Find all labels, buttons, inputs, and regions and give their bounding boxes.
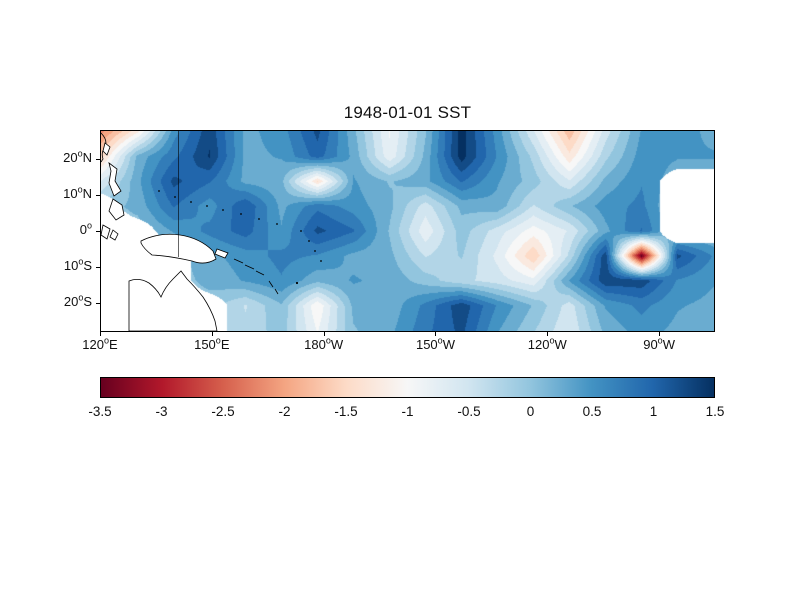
colorbar bbox=[100, 377, 715, 398]
y-tick-mark bbox=[96, 231, 100, 232]
x-tick-mark bbox=[435, 332, 437, 336]
x-tick-label: 150oW bbox=[415, 335, 455, 352]
x-tick-mark bbox=[547, 332, 549, 336]
solomon-islands bbox=[233, 258, 265, 276]
y-tick-mark bbox=[96, 158, 100, 160]
plot-title: 1948-01-01 SST bbox=[343, 103, 472, 122]
x-tick-mark bbox=[100, 332, 101, 336]
colorbar-tick-label: -2.5 bbox=[211, 404, 235, 419]
colorbar-tick-label: 0.5 bbox=[582, 404, 602, 419]
halmahera-island bbox=[101, 224, 111, 240]
colorbar-tick-label: 1.5 bbox=[705, 404, 725, 419]
colorbar-tick-label: -3.5 bbox=[88, 404, 112, 419]
y-tick-label: 0o bbox=[79, 220, 92, 237]
y-tick-mark bbox=[96, 267, 100, 269]
micronesia-atoll-dots bbox=[158, 190, 322, 285]
luzon-island bbox=[108, 162, 122, 197]
colorbar-tick-label: -2 bbox=[278, 404, 291, 419]
map-plot-area bbox=[100, 130, 715, 332]
colorbar-tick-label: 1 bbox=[649, 404, 658, 419]
vanuatu-islands bbox=[268, 280, 279, 295]
coastlines-overlay bbox=[101, 131, 322, 331]
x-tick-label: 120oW bbox=[527, 335, 567, 352]
taiwan-island bbox=[102, 142, 111, 156]
colorbar-tick-label: -1.5 bbox=[334, 404, 358, 419]
y-tick-label: 10oS bbox=[63, 256, 92, 274]
new-britain-island bbox=[214, 248, 229, 259]
x-tick-mark bbox=[659, 332, 661, 336]
colorbar-tick-label: -3 bbox=[155, 404, 168, 419]
y-tick-label: 20oS bbox=[63, 292, 92, 310]
y-tick-label: 20oN bbox=[63, 148, 92, 165]
y-tick-mark bbox=[96, 303, 100, 305]
y-tick-mark bbox=[96, 194, 100, 196]
mindanao-island bbox=[108, 198, 125, 221]
y-tick-label: 10oN bbox=[63, 184, 92, 201]
colorbar-tick-label: -0.5 bbox=[457, 404, 481, 419]
australia-coastline bbox=[128, 270, 218, 331]
x-tick-mark bbox=[211, 332, 213, 336]
x-tick-label: 150oE bbox=[194, 335, 230, 352]
x-tick-mark bbox=[323, 332, 325, 336]
x-tick-label: 90oW bbox=[643, 335, 675, 352]
sulawesi-island bbox=[109, 229, 119, 241]
x-tick-label: 120oE bbox=[82, 335, 118, 352]
colorbar-tick-label: 0 bbox=[526, 404, 535, 419]
x-tick-label: 180oW bbox=[304, 335, 344, 352]
colorbar-tick-label: -1 bbox=[401, 404, 414, 419]
